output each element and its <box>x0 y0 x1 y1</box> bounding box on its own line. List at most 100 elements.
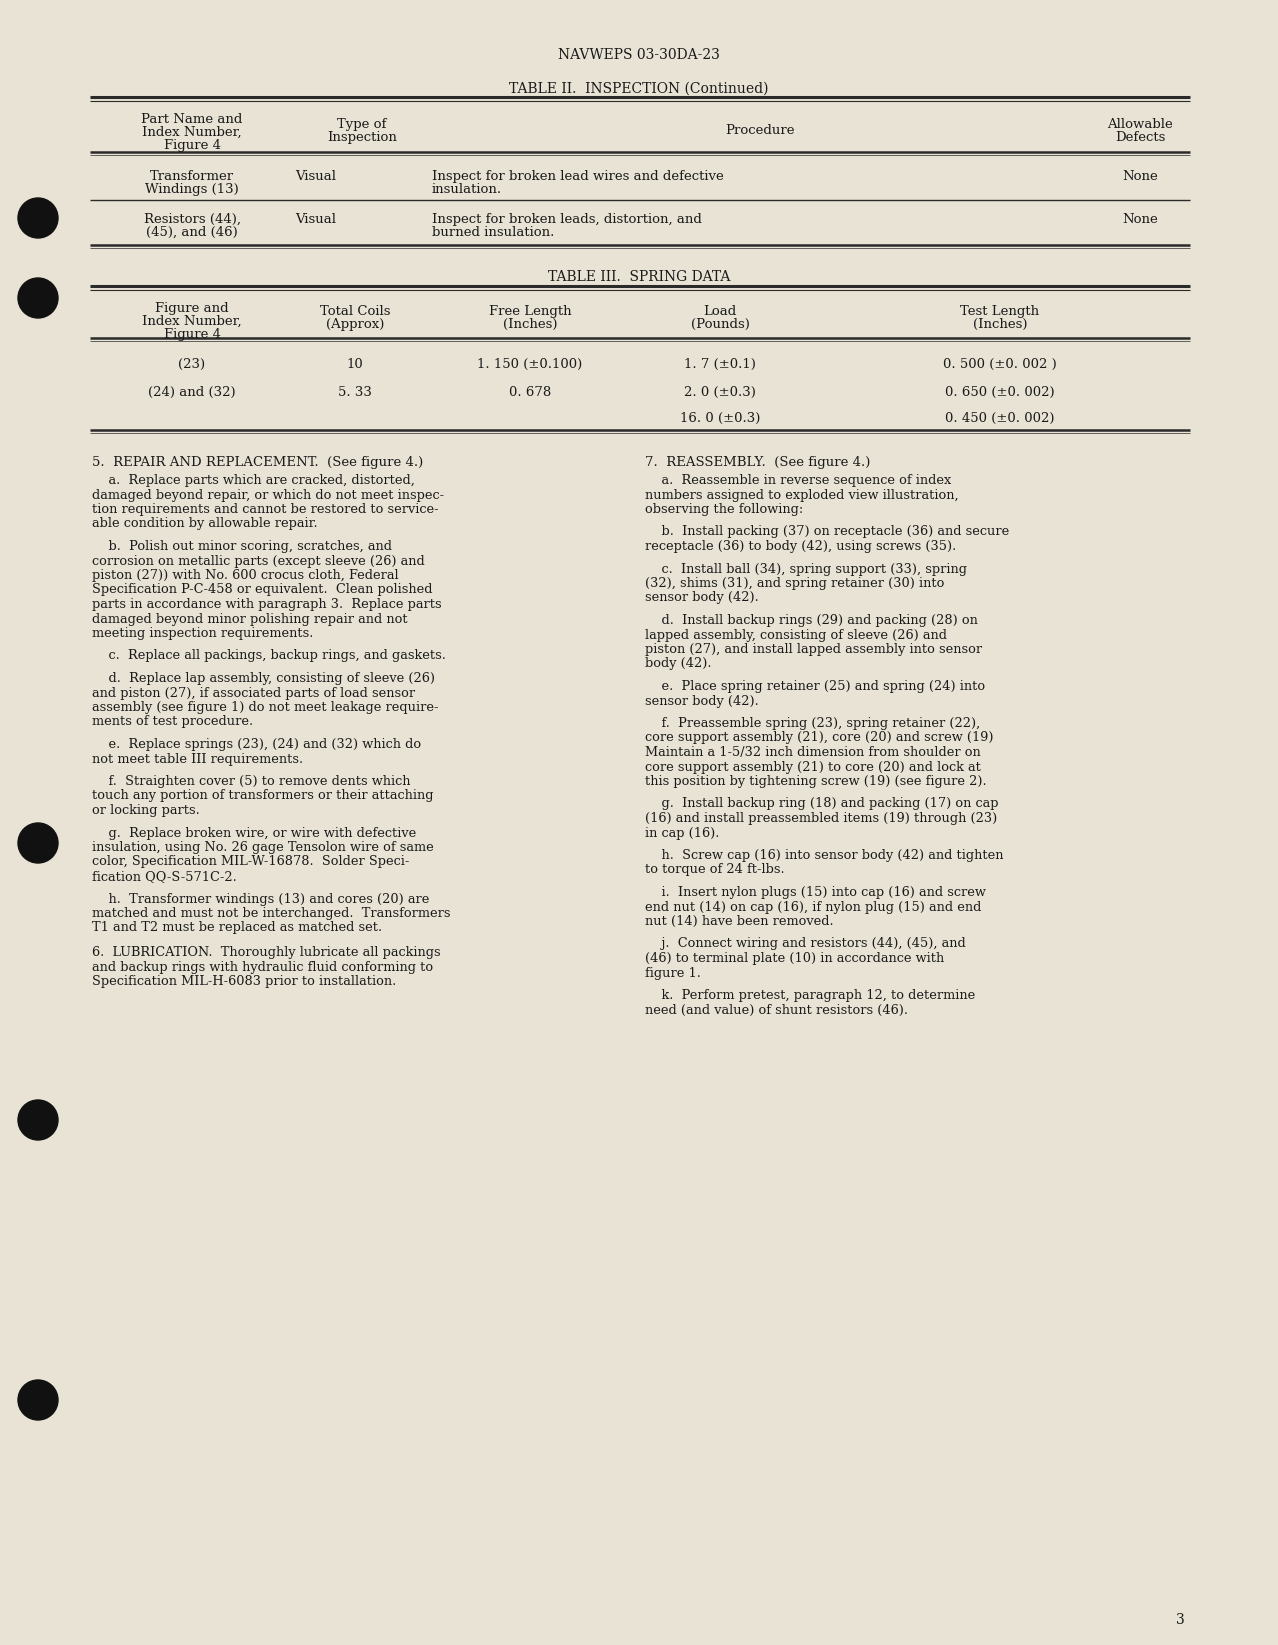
Text: h.  Transformer windings (13) and cores (20) are: h. Transformer windings (13) and cores (… <box>92 893 429 905</box>
Text: c.  Install ball (34), spring support (33), spring: c. Install ball (34), spring support (33… <box>645 563 967 576</box>
Text: Part Name and: Part Name and <box>142 114 243 127</box>
Text: meeting inspection requirements.: meeting inspection requirements. <box>92 627 313 640</box>
Text: None: None <box>1122 212 1158 225</box>
Circle shape <box>18 1101 58 1140</box>
Text: b.  Polish out minor scoring, scratches, and: b. Polish out minor scoring, scratches, … <box>92 540 392 553</box>
Text: (23): (23) <box>179 359 206 372</box>
Text: Visual: Visual <box>295 212 336 225</box>
Text: and piston (27), if associated parts of load sensor: and piston (27), if associated parts of … <box>92 686 415 699</box>
Text: Maintain a 1-5/32 inch dimension from shoulder on: Maintain a 1-5/32 inch dimension from sh… <box>645 745 980 758</box>
Text: k.  Perform pretest, paragraph 12, to determine: k. Perform pretest, paragraph 12, to det… <box>645 989 975 1002</box>
Text: Figure 4: Figure 4 <box>164 327 221 341</box>
Text: e.  Place spring retainer (25) and spring (24) into: e. Place spring retainer (25) and spring… <box>645 679 985 693</box>
Text: (46) to terminal plate (10) in accordance with: (46) to terminal plate (10) in accordanc… <box>645 952 944 966</box>
Text: b.  Install packing (37) on receptacle (36) and secure: b. Install packing (37) on receptacle (3… <box>645 525 1010 538</box>
Circle shape <box>18 197 58 239</box>
Text: Type of: Type of <box>337 118 387 132</box>
Text: numbers assigned to exploded view illustration,: numbers assigned to exploded view illust… <box>645 489 958 502</box>
Text: piston (27)) with No. 600 crocus cloth, Federal: piston (27)) with No. 600 crocus cloth, … <box>92 569 399 582</box>
Text: TABLE III.  SPRING DATA: TABLE III. SPRING DATA <box>548 270 730 285</box>
Text: insulation.: insulation. <box>432 183 502 196</box>
Text: 0. 678: 0. 678 <box>509 387 551 400</box>
Text: e.  Replace springs (23), (24) and (32) which do: e. Replace springs (23), (24) and (32) w… <box>92 739 422 752</box>
Circle shape <box>18 278 58 317</box>
Text: core support assembly (21) to core (20) and lock at: core support assembly (21) to core (20) … <box>645 760 982 773</box>
Text: Load: Load <box>703 304 736 317</box>
Text: Inspect for broken leads, distortion, and: Inspect for broken leads, distortion, an… <box>432 212 702 225</box>
Text: h.  Screw cap (16) into sensor body (42) and tighten: h. Screw cap (16) into sensor body (42) … <box>645 849 1003 862</box>
Text: (Inches): (Inches) <box>973 317 1028 331</box>
Text: f.  Straighten cover (5) to remove dents which: f. Straighten cover (5) to remove dents … <box>92 775 410 788</box>
Text: Inspect for broken lead wires and defective: Inspect for broken lead wires and defect… <box>432 169 723 183</box>
Text: figure 1.: figure 1. <box>645 967 700 979</box>
Text: not meet table III requirements.: not meet table III requirements. <box>92 752 303 765</box>
Text: T1 and T2 must be replaced as matched set.: T1 and T2 must be replaced as matched se… <box>92 921 382 934</box>
Text: f.  Preassemble spring (23), spring retainer (22),: f. Preassemble spring (23), spring retai… <box>645 717 980 730</box>
Text: (45), and (46): (45), and (46) <box>146 225 238 239</box>
Text: tion requirements and cannot be restored to service-: tion requirements and cannot be restored… <box>92 503 438 517</box>
Text: i.  Insert nylon plugs (15) into cap (16) and screw: i. Insert nylon plugs (15) into cap (16)… <box>645 887 985 900</box>
Text: this position by tightening screw (19) (see figure 2).: this position by tightening screw (19) (… <box>645 775 987 788</box>
Text: corrosion on metallic parts (except sleeve (26) and: corrosion on metallic parts (except slee… <box>92 554 424 568</box>
Circle shape <box>18 1380 58 1420</box>
Text: parts in accordance with paragraph 3.  Replace parts: parts in accordance with paragraph 3. Re… <box>92 599 442 610</box>
Text: (24) and (32): (24) and (32) <box>148 387 236 400</box>
Text: 0. 650 (±0. 002): 0. 650 (±0. 002) <box>946 387 1054 400</box>
Text: Inspection: Inspection <box>327 132 397 145</box>
Text: or locking parts.: or locking parts. <box>92 804 199 818</box>
Text: (Approx): (Approx) <box>326 317 385 331</box>
Text: Figure 4: Figure 4 <box>164 138 221 151</box>
Text: j.  Connect wiring and resistors (44), (45), and: j. Connect wiring and resistors (44), (4… <box>645 938 966 951</box>
Text: Resistors (44),: Resistors (44), <box>143 212 240 225</box>
Text: damaged beyond repair, or which do not meet inspec-: damaged beyond repair, or which do not m… <box>92 489 445 502</box>
Text: Figure and: Figure and <box>155 303 229 314</box>
Text: assembly (see figure 1) do not meet leakage require-: assembly (see figure 1) do not meet leak… <box>92 701 438 714</box>
Text: fication QQ-S-571C-2.: fication QQ-S-571C-2. <box>92 870 236 883</box>
Text: NAVWEPS 03-30DA-23: NAVWEPS 03-30DA-23 <box>558 48 720 63</box>
Text: observing the following:: observing the following: <box>645 503 804 517</box>
Text: touch any portion of transformers or their attaching: touch any portion of transformers or the… <box>92 790 433 803</box>
Text: Specification P-C-458 or equivalent.  Clean polished: Specification P-C-458 or equivalent. Cle… <box>92 584 432 597</box>
Text: burned insulation.: burned insulation. <box>432 225 555 239</box>
Text: a.  Replace parts which are cracked, distorted,: a. Replace parts which are cracked, dist… <box>92 474 415 487</box>
Text: Windings (13): Windings (13) <box>146 183 239 196</box>
Text: and backup rings with hydraulic fluid conforming to: and backup rings with hydraulic fluid co… <box>92 961 433 974</box>
Text: receptacle (36) to body (42), using screws (35).: receptacle (36) to body (42), using scre… <box>645 540 956 553</box>
Text: c.  Replace all packings, backup rings, and gaskets.: c. Replace all packings, backup rings, a… <box>92 650 446 663</box>
Text: 1. 150 (±0.100): 1. 150 (±0.100) <box>478 359 583 372</box>
Text: a.  Reassemble in reverse sequence of index: a. Reassemble in reverse sequence of ind… <box>645 474 951 487</box>
Text: Index Number,: Index Number, <box>142 314 242 327</box>
Text: insulation, using No. 26 gage Tensolon wire of same: insulation, using No. 26 gage Tensolon w… <box>92 841 433 854</box>
Text: Allowable: Allowable <box>1107 118 1173 132</box>
Text: 0. 450 (±0. 002): 0. 450 (±0. 002) <box>946 411 1054 424</box>
Text: sensor body (42).: sensor body (42). <box>645 694 759 707</box>
Text: 1. 7 (±0.1): 1. 7 (±0.1) <box>684 359 757 372</box>
Text: 2. 0 (±0.3): 2. 0 (±0.3) <box>684 387 757 400</box>
Text: Specification MIL-H-6083 prior to installation.: Specification MIL-H-6083 prior to instal… <box>92 975 396 989</box>
Text: lapped assembly, consisting of sleeve (26) and: lapped assembly, consisting of sleeve (2… <box>645 628 947 642</box>
Text: (16) and install preassembled items (19) through (23): (16) and install preassembled items (19)… <box>645 813 997 826</box>
Text: d.  Replace lap assembly, consisting of sleeve (26): d. Replace lap assembly, consisting of s… <box>92 673 435 684</box>
Text: able condition by allowable repair.: able condition by allowable repair. <box>92 518 318 530</box>
Text: g.  Install backup ring (18) and packing (17) on cap: g. Install backup ring (18) and packing … <box>645 798 998 811</box>
Text: 5. 33: 5. 33 <box>339 387 372 400</box>
Text: Visual: Visual <box>295 169 336 183</box>
Text: (32), shims (31), and spring retainer (30) into: (32), shims (31), and spring retainer (3… <box>645 577 944 591</box>
Text: in cap (16).: in cap (16). <box>645 826 720 839</box>
Text: Transformer: Transformer <box>150 169 234 183</box>
Text: Procedure: Procedure <box>725 123 795 137</box>
Text: 5.  REPAIR AND REPLACEMENT.  (See figure 4.): 5. REPAIR AND REPLACEMENT. (See figure 4… <box>92 456 423 469</box>
Text: color, Specification MIL-W-16878.  Solder Speci-: color, Specification MIL-W-16878. Solder… <box>92 855 409 869</box>
Text: (Inches): (Inches) <box>502 317 557 331</box>
Text: 6.  LUBRICATION.  Thoroughly lubricate all packings: 6. LUBRICATION. Thoroughly lubricate all… <box>92 946 441 959</box>
Text: core support assembly (21), core (20) and screw (19): core support assembly (21), core (20) an… <box>645 732 993 745</box>
Text: 3: 3 <box>1176 1614 1185 1627</box>
Text: end nut (14) on cap (16), if nylon plug (15) and end: end nut (14) on cap (16), if nylon plug … <box>645 900 982 913</box>
Text: need (and value) of shunt resistors (46).: need (and value) of shunt resistors (46)… <box>645 1003 907 1017</box>
Text: None: None <box>1122 169 1158 183</box>
Text: Free Length: Free Length <box>488 304 571 317</box>
Text: to torque of 24 ft-lbs.: to torque of 24 ft-lbs. <box>645 864 785 877</box>
Text: TABLE II.  INSPECTION (Continued): TABLE II. INSPECTION (Continued) <box>509 82 769 95</box>
Text: Defects: Defects <box>1114 132 1166 145</box>
Text: g.  Replace broken wire, or wire with defective: g. Replace broken wire, or wire with def… <box>92 826 417 839</box>
